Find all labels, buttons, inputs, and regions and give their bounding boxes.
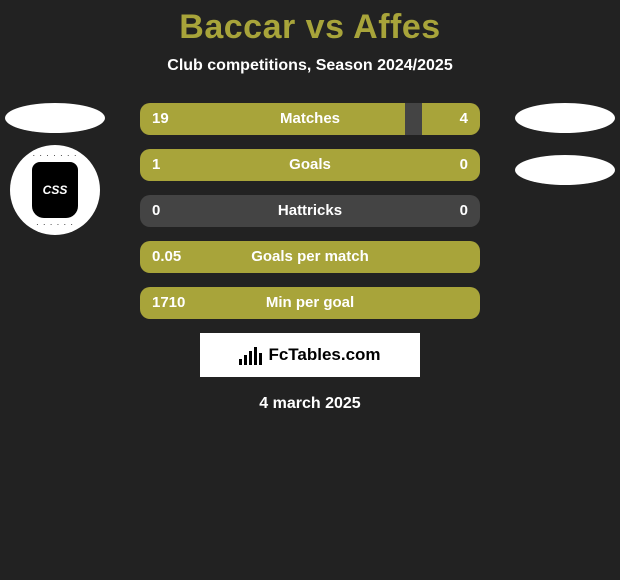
player-right-avatar-placeholder	[515, 103, 615, 133]
club-abbr: CSS	[43, 183, 68, 197]
player-right-column	[510, 103, 620, 185]
stat-seg-left	[140, 103, 405, 135]
stat-seg-track	[405, 103, 422, 135]
stat-row: Goals per match0.05	[140, 241, 480, 273]
club-badge-text-bottom: · · · · · ·	[10, 220, 100, 229]
club-badge-text-top: · · · · · · ·	[10, 151, 100, 160]
player-left-avatar-placeholder	[5, 103, 105, 133]
stat-row: Min per goal1710	[140, 287, 480, 319]
bar-chart-icon	[239, 345, 262, 365]
stat-row: Goals10	[140, 149, 480, 181]
brand-box[interactable]: FcTables.com	[200, 333, 420, 377]
brand-text: FcTables.com	[268, 345, 380, 365]
player-left-club-badge: · · · · · · · CSS · · · · · ·	[10, 145, 100, 235]
stat-seg-right	[422, 103, 480, 135]
date-label: 4 march 2025	[0, 395, 620, 413]
page-title: Baccar vs Affes	[0, 8, 620, 47]
stat-row: Hattricks00	[140, 195, 480, 227]
player-left-column: · · · · · · · CSS · · · · · ·	[0, 103, 110, 235]
stat-seg-left	[140, 287, 480, 319]
stat-seg-left	[140, 149, 480, 181]
stat-seg-track	[140, 195, 480, 227]
stat-row: Matches194	[140, 103, 480, 135]
stat-seg-left	[140, 241, 480, 273]
stats-bars: Matches194 Goals10 Hattricks00 Goals per ma…	[140, 103, 480, 319]
page-subtitle: Club competitions, Season 2024/2025	[0, 57, 620, 75]
club-badge-shield: CSS	[32, 162, 78, 218]
player-right-club-placeholder	[515, 155, 615, 185]
